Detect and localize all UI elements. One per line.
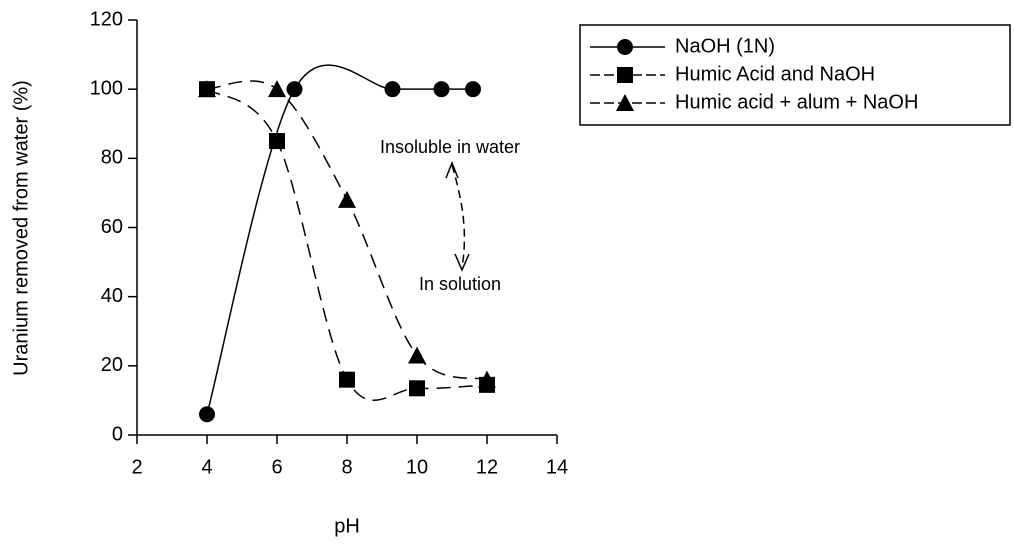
arrow [451,164,466,269]
legend-box [579,24,1011,126]
arrow-head [445,160,459,179]
y-tick-label: 40 [101,285,123,307]
y-tick-label: 120 [90,8,123,30]
marker [199,406,215,423]
x-axis-label: pH [334,515,360,537]
arrow-head [454,253,470,272]
marker [338,190,356,208]
annotation: Insoluble in water [380,137,520,157]
x-tick-label: 14 [546,456,568,478]
marker [408,346,426,364]
marker [286,81,303,98]
marker [616,94,634,111]
marker [269,133,285,150]
marker [478,370,496,388]
x-tick-label: 6 [271,456,282,478]
marker [384,81,401,98]
x-tick-label: 12 [476,456,498,478]
y-axis-label: Uranium removed from water (%) [10,80,32,376]
marker [465,81,481,98]
x-tick-label: 2 [131,456,142,478]
marker [268,80,286,98]
x-tick-label: 10 [406,456,428,478]
y-tick-label: 20 [101,354,123,376]
marker [433,81,450,98]
series-line [206,80,488,381]
y-tick-label: 0 [112,423,123,445]
y-tick-label: 60 [101,216,123,238]
marker [198,80,216,98]
marker [617,39,633,55]
x-tick-label: 4 [201,456,212,478]
legend-label: Humic Acid and NaOH [675,63,875,85]
series-line [206,64,473,415]
marker [339,371,355,388]
legend-label: NaOH (1N) [675,35,775,57]
annotation: In solution [419,274,501,294]
y-tick-label: 80 [101,147,123,169]
legend-label: Humic acid + alum + NaOH [675,91,918,113]
y-tick-label: 100 [90,77,123,99]
x-tick-label: 8 [341,456,352,478]
marker [409,380,425,397]
marker [617,67,633,83]
